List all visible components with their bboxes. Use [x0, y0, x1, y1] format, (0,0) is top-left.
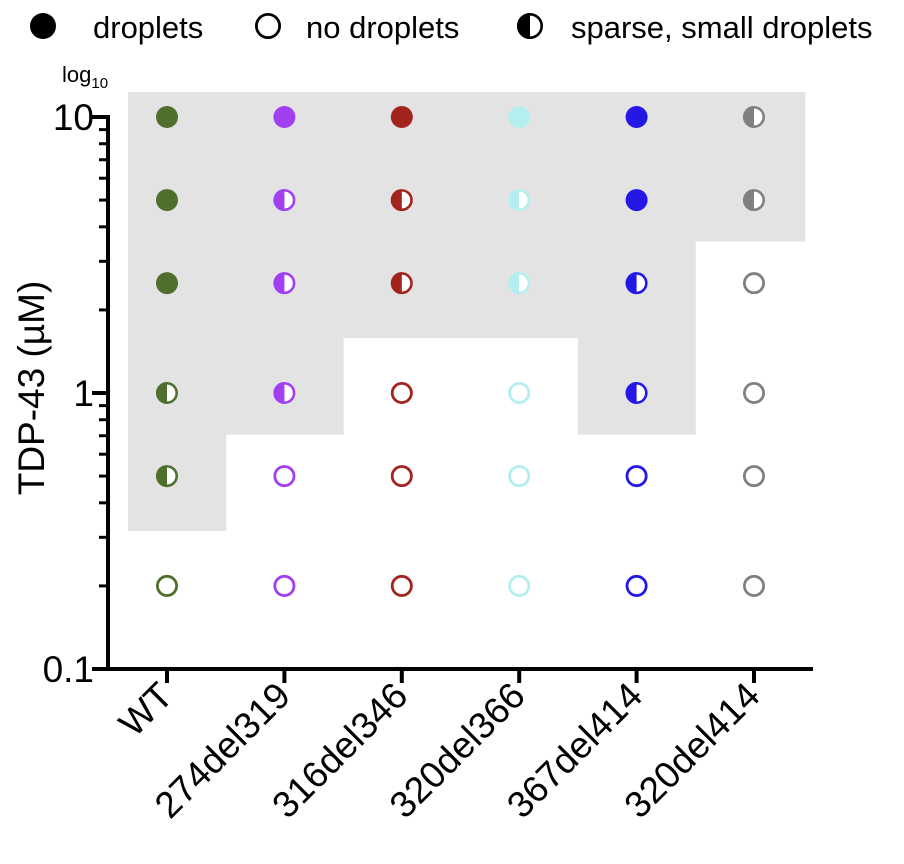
phase-region-layer: [128, 92, 806, 531]
data-point-open: [390, 381, 413, 404]
y-tick-label: 1: [73, 373, 94, 414]
data-point-half: [508, 189, 531, 212]
legend-label: droplets: [93, 10, 203, 45]
phase-region-367del414: [577, 92, 696, 435]
data-point-open: [508, 574, 531, 597]
data-point-open: [273, 574, 296, 597]
y-axis-title: TDP-43 (µM): [11, 281, 52, 496]
data-point-filled: [273, 106, 296, 128]
phase-region-WT: [128, 92, 227, 531]
data-point-filled: [156, 189, 178, 212]
data-point-half: [156, 381, 179, 404]
legend-marker-half: [516, 13, 543, 39]
legend-marker-open: [254, 12, 281, 40]
data-point-filled: [625, 106, 648, 128]
data-point-open: [390, 465, 413, 488]
data-point-half: [390, 272, 413, 295]
data-point-open: [743, 574, 766, 597]
data-point-open: [508, 465, 531, 488]
data-point-open: [155, 574, 178, 597]
data-point-half: [625, 272, 648, 295]
data-point-half: [273, 272, 296, 295]
data-point-half: [273, 381, 296, 404]
data-point-filled: [508, 106, 531, 128]
data-point-half: [156, 465, 179, 488]
data-point-half: [390, 189, 413, 212]
phase-region-320del366: [460, 92, 579, 339]
data-point-half: [742, 106, 765, 129]
phase-region-274del319: [225, 92, 344, 435]
x-tick-label: WT: [111, 675, 181, 745]
data-point-open: [625, 465, 648, 488]
data-point-open: [273, 465, 296, 488]
legend: droplets no droplets sparse, small droplet…: [30, 10, 873, 45]
legend-marker-filled: [30, 13, 56, 39]
data-point-open: [743, 465, 766, 488]
data-point-filled: [625, 189, 648, 212]
data-point-filled: [156, 106, 178, 128]
data-point-open: [743, 272, 766, 295]
data-point-half: [273, 189, 296, 212]
points-layer: [155, 106, 766, 597]
data-point-open: [743, 381, 766, 404]
data-point-half: [625, 381, 648, 404]
legend-label: no droplets: [306, 10, 459, 45]
legend-label: sparse, small droplets: [571, 10, 873, 45]
data-point-open: [390, 574, 413, 597]
data-point-half: [508, 272, 531, 295]
y-tick-label: 0.1: [43, 649, 94, 690]
data-point-half: [742, 189, 765, 212]
data-point-open: [508, 381, 531, 404]
y-tick-label: 10: [53, 97, 94, 138]
phase-region-316del346: [343, 92, 461, 339]
data-point-filled: [156, 272, 178, 295]
y-scale-label: log10: [62, 62, 108, 92]
data-point-filled: [390, 106, 413, 128]
data-point-open: [625, 574, 648, 597]
